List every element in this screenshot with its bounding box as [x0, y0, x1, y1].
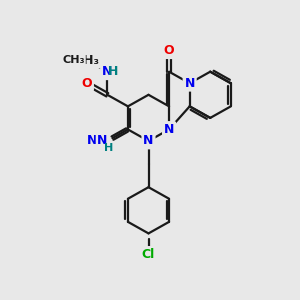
Text: O: O — [164, 44, 174, 57]
Text: Cl: Cl — [142, 248, 155, 261]
Text: N: N — [143, 134, 154, 148]
Text: H: H — [104, 143, 113, 153]
Text: N: N — [102, 65, 112, 78]
Text: NH: NH — [87, 134, 107, 148]
Text: N: N — [184, 77, 195, 90]
Text: H: H — [108, 65, 119, 78]
Text: N: N — [102, 65, 112, 78]
Text: O: O — [81, 77, 92, 90]
Text: N: N — [97, 134, 107, 148]
Text: CH₃: CH₃ — [74, 54, 99, 67]
Text: CH₃: CH₃ — [62, 55, 85, 65]
Text: N: N — [164, 123, 174, 136]
